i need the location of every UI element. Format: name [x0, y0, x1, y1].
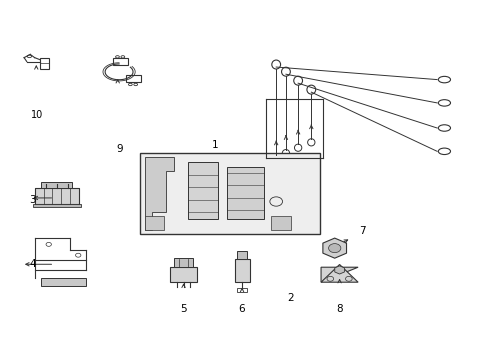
Text: 7: 7: [358, 226, 365, 235]
Text: 1: 1: [211, 140, 218, 149]
Text: 5: 5: [180, 304, 186, 314]
Bar: [234, 258, 249, 282]
Text: 9: 9: [117, 144, 123, 154]
Bar: [271, 216, 290, 230]
Bar: [227, 167, 264, 220]
Bar: [41, 278, 86, 286]
Text: 4: 4: [29, 259, 36, 269]
Polygon shape: [321, 265, 357, 282]
Text: 10: 10: [31, 110, 43, 120]
Bar: [188, 162, 217, 220]
Text: 2: 2: [287, 293, 294, 303]
Bar: [236, 288, 247, 292]
Bar: [35, 188, 79, 204]
Circle shape: [328, 244, 340, 253]
Bar: [174, 258, 193, 267]
Bar: [169, 267, 197, 282]
Bar: [236, 251, 247, 258]
Bar: [33, 204, 81, 207]
Bar: [140, 153, 320, 234]
Polygon shape: [144, 157, 173, 230]
Bar: [40, 58, 49, 69]
Text: 6: 6: [238, 304, 245, 314]
Polygon shape: [321, 267, 357, 282]
Bar: [144, 216, 163, 230]
Bar: [41, 183, 72, 188]
Polygon shape: [322, 238, 346, 258]
Text: 8: 8: [336, 304, 342, 314]
Polygon shape: [334, 266, 344, 274]
Text: 3: 3: [29, 195, 36, 205]
